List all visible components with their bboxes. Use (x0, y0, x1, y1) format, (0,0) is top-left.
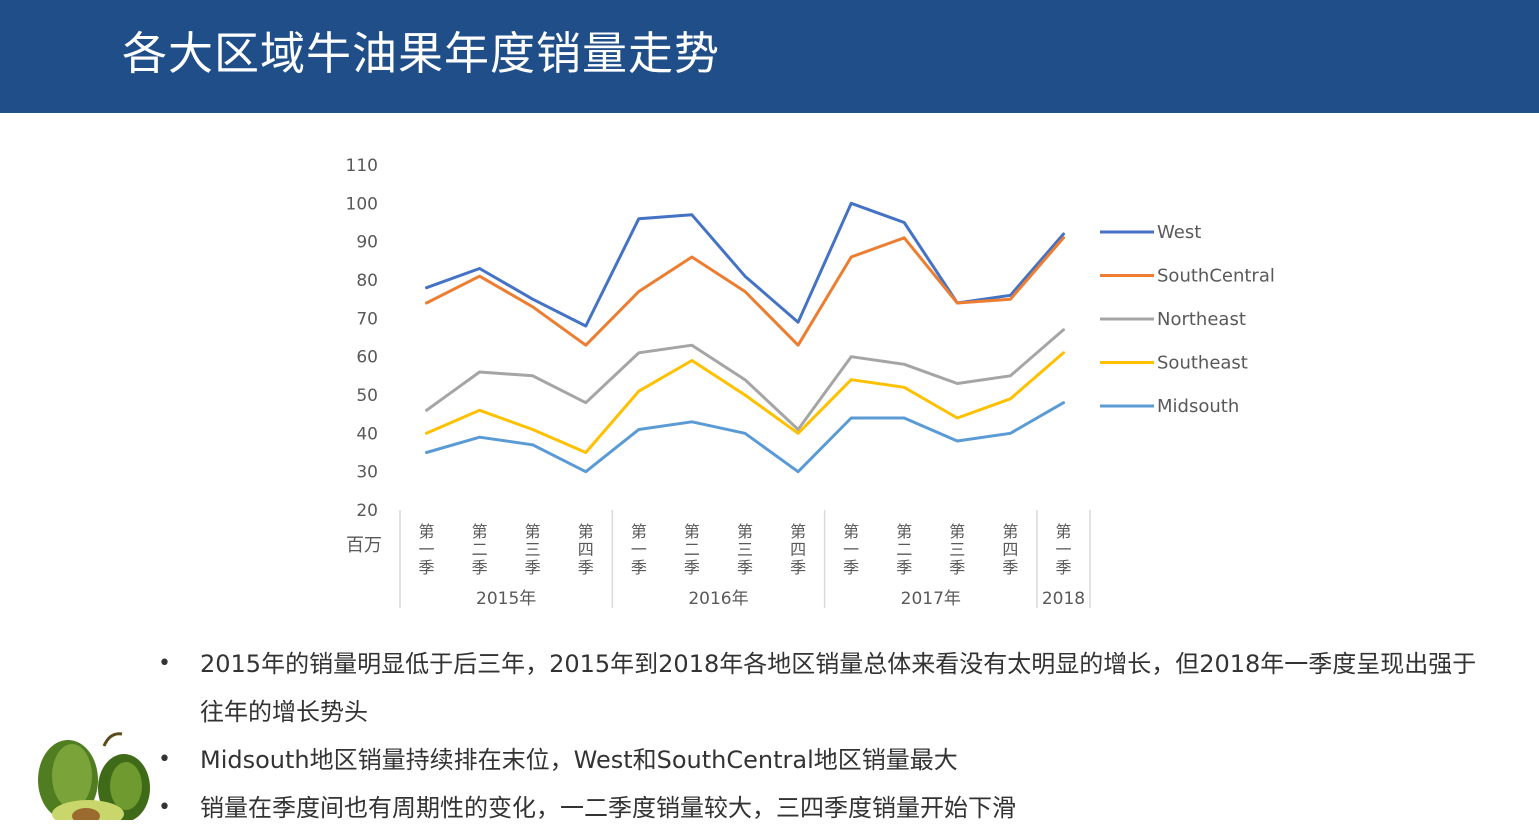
x-tick-label-char: 四 (1002, 540, 1018, 559)
series-line-southcentral (425, 236, 1065, 347)
x-tick-label-char: 第 (896, 522, 912, 541)
series-line-northeast (425, 328, 1065, 431)
y-tick-label: 60 (356, 348, 378, 368)
y-tick-label: 80 (356, 271, 378, 291)
bullet-marker: • (158, 747, 171, 772)
y-tick-label: 20 (356, 501, 378, 521)
x-tick-label-char: 季 (1002, 558, 1018, 577)
y-axis-unit-label: 百万 (346, 535, 382, 556)
x-tick-label-char: 季 (631, 558, 647, 577)
year-label: 2016年 (688, 589, 748, 609)
x-tick-label-char: 一 (419, 540, 435, 559)
bullet-text: 销量在季度间也有周期性的变化，一二季度销量较大，三四季度销量开始下滑 (200, 794, 1016, 822)
bullet-marker: • (158, 651, 171, 676)
x-tick-label-char: 季 (737, 558, 753, 577)
bullet-item: • 2015年的销量明显低于后三年，2015年到2018年各地区销量总体来看没有… (158, 640, 1498, 736)
y-tick-label: 100 (346, 194, 378, 214)
bullet-list: • 2015年的销量明显低于后三年，2015年到2018年各地区销量总体来看没有… (158, 640, 1498, 832)
title-banner: 各大区域牛油果年度销量走势 (0, 0, 1539, 113)
x-tick-label-char: 第 (949, 522, 965, 541)
x-tick-label-char: 四 (578, 540, 594, 559)
x-tick-label-char: 季 (949, 558, 965, 577)
x-tick-label-char: 三 (737, 540, 753, 559)
bullet-text: Midsouth地区销量持续排在末位，West和SouthCentral地区销量… (200, 746, 958, 774)
x-tick-label-char: 季 (472, 558, 488, 577)
legend-label: West (1157, 222, 1201, 243)
y-tick-label: 110 (346, 156, 378, 176)
x-tick-label-char: 四 (790, 540, 806, 559)
page-title: 各大区域牛油果年度销量走势 (122, 27, 721, 80)
x-tick-label-char: 第 (790, 522, 806, 541)
x-tick-label-char: 季 (843, 558, 859, 577)
y-tick-label: 70 (356, 309, 378, 329)
year-label: 2018 (1042, 589, 1085, 609)
x-tick-label-char: 第 (578, 522, 594, 541)
bullet-marker: • (158, 795, 171, 820)
x-tick-label-char: 第 (472, 522, 488, 541)
x-tick-label-char: 三 (525, 540, 541, 559)
bullet-text: 2015年的销量明显低于后三年，2015年到2018年各地区销量总体来看没有太明… (200, 650, 1477, 726)
year-label: 2015年 (476, 589, 536, 609)
bullet-item: • Midsouth地区销量持续排在末位，West和SouthCentral地区… (158, 736, 1498, 784)
avocado-illustration (38, 732, 150, 820)
x-tick-label-char: 一 (1055, 540, 1071, 559)
x-tick-label-char: 第 (419, 522, 435, 541)
legend-label: Midsouth (1157, 396, 1239, 417)
x-tick-label-char: 第 (684, 522, 700, 541)
x-tick-label-char: 季 (1055, 558, 1071, 577)
series-line-midsouth (425, 401, 1065, 474)
sales-line-chart: 1101009080706050403020百万第一季第二季第三季第四季第一季第… (346, 156, 1275, 609)
y-tick-label: 50 (356, 386, 378, 406)
x-tick-label-char: 二 (684, 540, 700, 559)
y-tick-label: 90 (356, 233, 378, 253)
x-tick-label-char: 季 (419, 558, 435, 577)
x-tick-label-char: 第 (631, 522, 647, 541)
x-tick-label-char: 一 (843, 540, 859, 559)
x-tick-label-char: 第 (1002, 522, 1018, 541)
x-tick-label-char: 第 (525, 522, 541, 541)
legend-label: SouthCentral (1157, 266, 1275, 287)
x-tick-label-char: 季 (790, 558, 806, 577)
series-line-southeast (425, 351, 1065, 454)
x-tick-label-char: 二 (896, 540, 912, 559)
y-tick-label: 40 (356, 424, 378, 444)
y-tick-label: 30 (356, 463, 378, 483)
x-tick-label-char: 一 (631, 540, 647, 559)
x-tick-label-char: 季 (525, 558, 541, 577)
x-tick-label-char: 三 (949, 540, 965, 559)
x-tick-label-char: 第 (737, 522, 753, 541)
x-tick-label-char: 季 (684, 558, 700, 577)
x-tick-label-char: 季 (896, 558, 912, 577)
series-line-west (425, 201, 1065, 328)
legend-label: Southeast (1157, 353, 1248, 374)
bullet-item: • 销量在季度间也有周期性的变化，一二季度销量较大，三四季度销量开始下滑 (158, 784, 1498, 832)
year-label: 2017年 (901, 589, 961, 609)
legend-label: Northeast (1157, 309, 1246, 330)
x-tick-label-char: 第 (1055, 522, 1071, 541)
x-tick-label-char: 二 (472, 540, 488, 559)
x-tick-label-char: 第 (843, 522, 859, 541)
x-tick-label-char: 季 (578, 558, 594, 577)
